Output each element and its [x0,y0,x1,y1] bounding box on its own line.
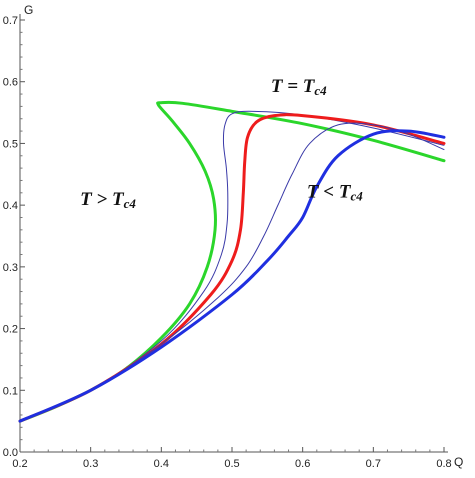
y-tick-label: 0.1 [3,385,18,397]
x-tick-label: 0.5 [224,458,239,470]
annotation-less-main: T < T [307,182,352,203]
series-line-2 [19,110,445,422]
y-tick-label: 0.0 [3,447,18,459]
x-tick-label: 0.8 [436,458,451,470]
y-tick-group: 0.0 0.1 0.2 0.3 0.4 0.5 0.6 0.7 [3,15,25,459]
series-group [18,100,446,423]
annotation-equal-sub: c4 [314,83,327,98]
series-line-5 [18,129,446,423]
x-tick-label: 0.7 [366,458,381,470]
y-tick-label: 0.4 [3,200,18,212]
x-tick-label: 0.4 [154,458,169,470]
y-tick-label: 0.2 [3,324,18,336]
y-tick-label: 0.7 [3,15,18,27]
annotation-less: T < Tc4 [307,182,363,204]
y-tick-label: 0.5 [3,138,18,150]
series-line-4 [19,122,445,422]
y-tick-label: 0.3 [3,262,18,274]
annotation-equal-main: T = T [271,76,316,97]
x-tick-group: 0.2 0.3 0.4 0.5 0.6 0.7 0.8 [12,447,452,470]
x-tick-label: 0.6 [295,458,310,470]
y-axis-label: G [24,3,33,17]
annotation-less-sub: c4 [350,189,363,204]
axes [19,14,448,453]
series-line-3 [18,113,446,423]
x-axis-label: Q [454,455,463,469]
annotation-greater-main: T > T [80,189,125,210]
annotation-greater: T > Tc4 [80,189,136,211]
x-tick-label: 0.3 [83,458,98,470]
y-tick-label: 0.6 [3,77,18,89]
x-tick-label: 0.2 [12,458,27,470]
annotation-equal: T = Tc4 [271,76,327,98]
annotation-greater-sub: c4 [124,196,137,211]
